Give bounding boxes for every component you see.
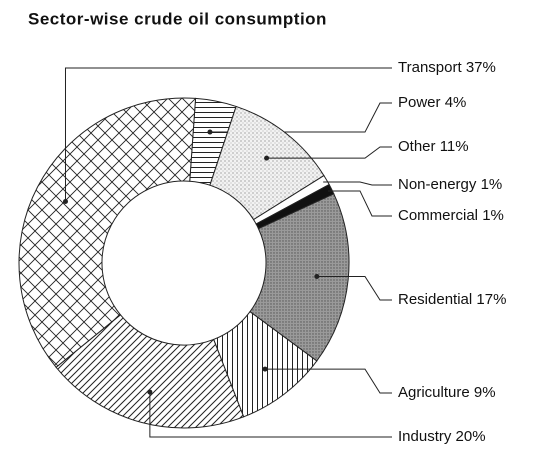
slice-label: Other 11% bbox=[398, 138, 469, 155]
leader-line bbox=[323, 181, 392, 186]
leader-dot bbox=[264, 155, 270, 161]
category-label: Agriculture bbox=[398, 384, 470, 401]
category-label: Power bbox=[398, 94, 441, 111]
leader-dot bbox=[314, 274, 320, 280]
leader-line bbox=[265, 368, 392, 394]
category-label: Industry bbox=[398, 428, 452, 445]
leader-line bbox=[327, 190, 392, 217]
leader-line bbox=[266, 146, 392, 159]
slice-label: Power 4% bbox=[398, 94, 466, 111]
slice-label: Residential 17% bbox=[398, 291, 506, 308]
leader-line bbox=[149, 392, 392, 438]
leader-line bbox=[64, 67, 392, 202]
slice-label: Agriculture 9% bbox=[398, 384, 496, 401]
leader-dot bbox=[62, 199, 68, 205]
value-label: 37% bbox=[466, 59, 496, 76]
value-label: 1% bbox=[482, 207, 504, 224]
value-label: 1% bbox=[481, 176, 503, 193]
value-label: 11% bbox=[440, 138, 469, 155]
slice-label: Industry 20% bbox=[398, 428, 486, 445]
value-label: 9% bbox=[474, 384, 496, 401]
value-label: 17% bbox=[476, 291, 506, 308]
leader-line bbox=[209, 102, 392, 133]
donut-slice bbox=[18, 97, 197, 368]
category-label: Other bbox=[398, 138, 436, 155]
leader-dot bbox=[147, 389, 153, 395]
leader-dot bbox=[262, 366, 268, 372]
category-label: Transport bbox=[398, 59, 462, 76]
category-label: Residential bbox=[398, 291, 472, 308]
chart-title: Sector-wise crude oil consumption bbox=[28, 9, 327, 28]
leader-line bbox=[316, 276, 392, 301]
slice-label: Non-energy 1% bbox=[398, 176, 502, 193]
leader-dot bbox=[207, 129, 213, 135]
donut-slice bbox=[249, 193, 350, 362]
category-label: Non-energy bbox=[398, 176, 477, 193]
slice-label: Commercial 1% bbox=[398, 207, 504, 224]
value-label: 4% bbox=[445, 94, 467, 111]
slice-label: Transport 37% bbox=[398, 59, 496, 76]
donut-slice bbox=[55, 314, 245, 429]
value-label: 20% bbox=[456, 428, 486, 445]
category-label: Commercial bbox=[398, 207, 478, 224]
